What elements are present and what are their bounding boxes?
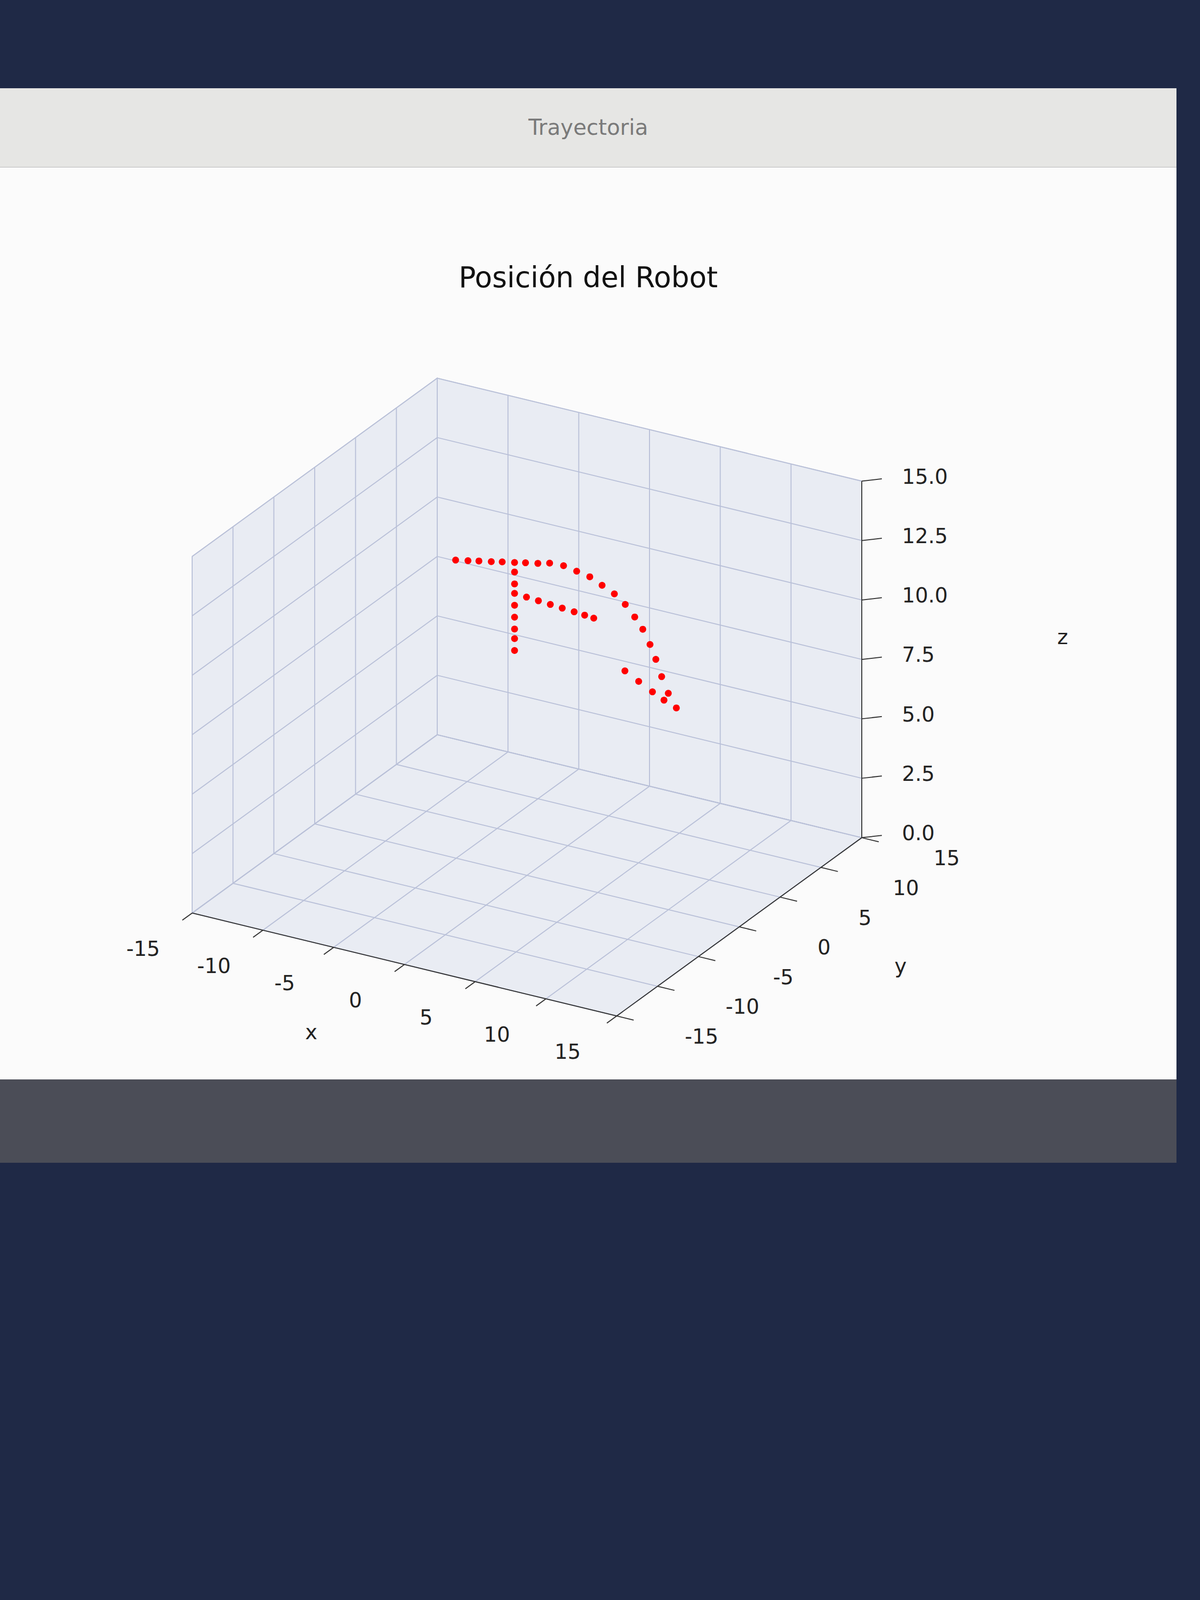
svg-text:0: 0 — [817, 935, 831, 960]
svg-text:0.0: 0.0 — [901, 821, 935, 846]
svg-text:10: 10 — [892, 875, 919, 900]
svg-text:10: 10 — [483, 1022, 510, 1047]
svg-text:12.5: 12.5 — [901, 524, 949, 549]
svg-text:x: x — [305, 1020, 318, 1045]
svg-text:-15: -15 — [684, 1024, 719, 1049]
svg-text:5.0: 5.0 — [901, 702, 935, 727]
svg-text:7.5: 7.5 — [901, 642, 935, 667]
svg-text:2.5: 2.5 — [901, 761, 935, 786]
svg-text:5: 5 — [419, 1005, 433, 1030]
svg-text:0: 0 — [349, 988, 363, 1013]
svg-text:Posición del Robot: Posición del Robot — [458, 260, 719, 295]
svg-text:15: 15 — [933, 846, 960, 871]
svg-text:-5: -5 — [773, 965, 794, 990]
svg-text:-10: -10 — [725, 994, 760, 1019]
svg-text:-10: -10 — [197, 953, 231, 978]
svg-text:-5: -5 — [274, 971, 296, 996]
svg-text:10.0: 10.0 — [901, 583, 949, 608]
html-text:Trayectoria: Trayectoria — [528, 114, 649, 140]
svg-text:-15: -15 — [126, 936, 161, 961]
svg-text:5: 5 — [858, 905, 872, 930]
svg-text:15.0: 15.0 — [901, 464, 949, 489]
svg-text:15: 15 — [554, 1039, 581, 1064]
svg-text:y: y — [894, 953, 907, 978]
svg-text:z: z — [1057, 625, 1069, 650]
